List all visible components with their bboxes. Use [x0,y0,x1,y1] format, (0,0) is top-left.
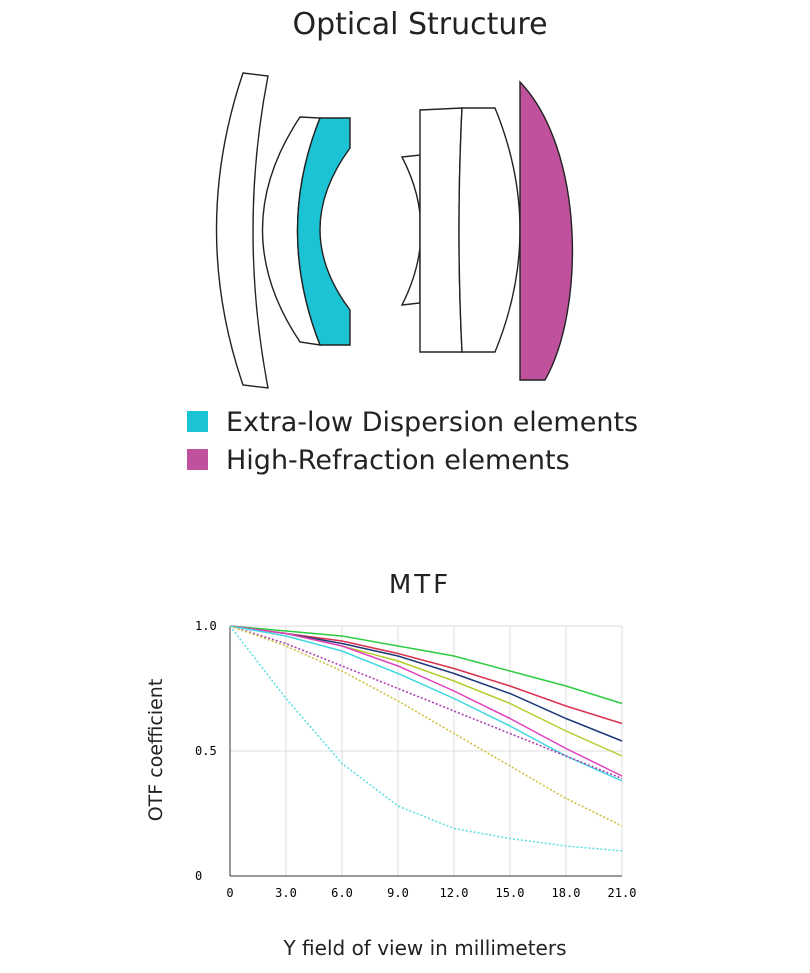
y-axis-label: OTF coefficient [145,679,167,822]
legend-swatch [187,449,208,470]
x-tick-label: 0 [226,886,233,900]
legend: Extra-low Dispersion elements High-Refrac… [187,407,638,476]
x-tick-label: 3.0 [275,886,297,900]
mtf-line [229,625,623,777]
y-tick-label: 0 [195,869,202,883]
x-tick-label: 6.0 [331,886,353,900]
legend-swatch [187,411,208,432]
mtf-line [229,625,623,757]
legend-label: High-Refraction elements [226,445,570,476]
plot: 0 0.5 1.0 0 3.0 6.0 9.0 12.0 15.0 18.0 21.0 [195,619,636,900]
mtf-line [229,625,623,827]
ed-lens-element [296,117,351,346]
mtf-line [229,625,623,705]
x-tick-label: 21.0 [608,886,637,900]
x-tick-label: 9.0 [387,886,409,900]
mtf-line [229,625,623,780]
mtf-line [229,625,623,782]
x-tick-label: 15.0 [496,886,525,900]
chart-title: MTF [389,570,451,600]
lens-element [400,154,422,306]
y-tick-label: 0.5 [195,744,217,758]
x-tick-label: 18.0 [552,886,581,900]
mtf-line [229,625,623,852]
hr-lens-element [519,80,574,381]
x-tick-label: 12.0 [440,886,469,900]
lens-diagram [215,72,574,389]
lens-element [215,72,269,389]
lens-element [458,107,521,353]
x-axis-label: Y field of view in millimeters [282,936,566,960]
mtf-line [229,625,623,725]
legend-label: Extra-low Dispersion elements [226,407,638,438]
lens-element [419,107,463,353]
diagram-title: Optical Structure [292,7,547,42]
mtf-line [229,625,623,742]
y-tick-label: 1.0 [195,619,217,633]
